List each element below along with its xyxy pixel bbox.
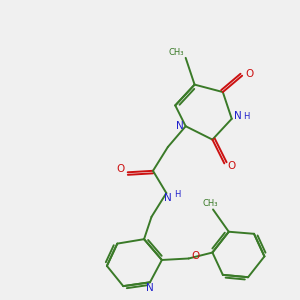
Text: O: O (245, 69, 254, 79)
Text: O: O (116, 164, 124, 174)
Text: N: N (164, 193, 172, 202)
Text: CH₃: CH₃ (169, 48, 184, 57)
Text: CH₃: CH₃ (202, 199, 218, 208)
Text: H: H (243, 112, 250, 121)
Text: O: O (191, 250, 199, 260)
Text: N: N (234, 111, 242, 122)
Text: N: N (146, 283, 154, 293)
Text: O: O (228, 161, 236, 171)
Text: N: N (176, 121, 184, 131)
Text: H: H (175, 190, 181, 199)
